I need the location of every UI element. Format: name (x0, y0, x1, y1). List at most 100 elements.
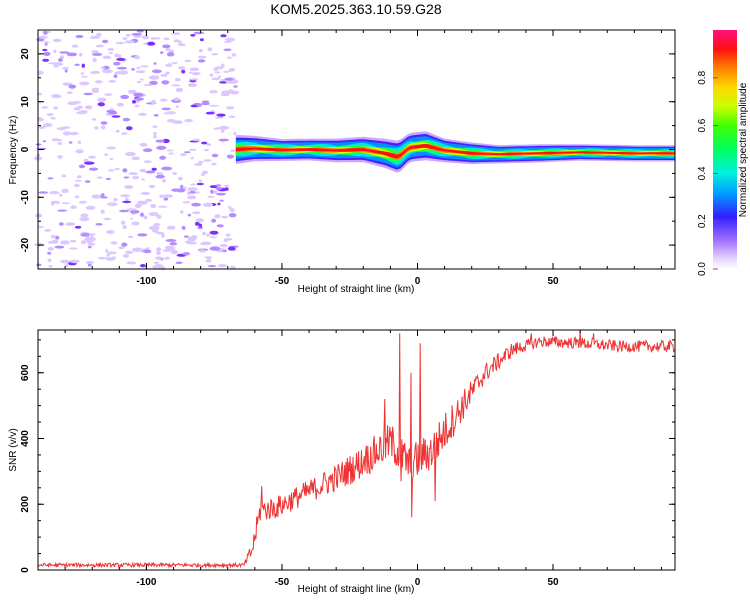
noise-speckle (159, 155, 167, 160)
noise-speckle (114, 168, 121, 171)
noise-speckle (38, 191, 49, 194)
noise-speckle (108, 169, 114, 172)
noise-speckle (47, 258, 52, 262)
noise-speckle (143, 215, 148, 220)
noise-speckle (163, 112, 172, 115)
noise-speckle (84, 105, 93, 110)
noise-speckle (42, 58, 50, 62)
noise-speckle (124, 197, 129, 202)
snr-ytick-label: 400 (20, 430, 31, 447)
noise-speckle (88, 233, 96, 236)
noise-speckle (75, 149, 84, 154)
noise-speckle (84, 161, 95, 165)
noise-speckle (97, 97, 107, 102)
noise-speckle (47, 246, 55, 251)
noise-speckle (101, 66, 105, 70)
noise-speckle (108, 79, 116, 83)
noise-speckle (153, 37, 161, 40)
noise-speckle (42, 48, 48, 52)
noise-speckle (59, 259, 71, 264)
noise-speckle (134, 104, 140, 108)
noise-speckle (177, 43, 186, 47)
noise-speckle (52, 239, 59, 244)
noise-speckle (75, 34, 84, 39)
noise-speckle (209, 185, 218, 189)
colorbar-tick-label: 0.6 (697, 118, 708, 132)
noise-speckle (47, 177, 54, 180)
noise-speckle (157, 205, 168, 208)
noise-speckle (197, 226, 203, 230)
noise-speckle (198, 249, 207, 253)
noise-speckle (184, 151, 191, 154)
noise-speckle (137, 200, 144, 203)
noise-speckle (104, 153, 108, 157)
noise-speckle (110, 107, 114, 111)
noise-speckle (162, 179, 166, 183)
snr-ytick-label: 200 (20, 495, 31, 512)
noise-speckle (140, 212, 144, 217)
noise-speckle (202, 231, 206, 236)
signal-contour-level-7 (235, 143, 675, 159)
noise-speckle (156, 247, 162, 252)
noise-speckle (197, 55, 207, 59)
noise-speckle (91, 87, 100, 90)
noise-speckle (52, 62, 64, 66)
noise-speckle (192, 211, 201, 215)
noise-speckle (43, 41, 50, 44)
noise-speckle (80, 213, 89, 218)
noise-speckle (128, 172, 138, 176)
spectrogram-xtick-label: -100 (136, 276, 156, 287)
noise-speckle (38, 225, 44, 229)
noise-speckle (153, 223, 161, 227)
noise-speckle (201, 100, 210, 103)
noise-speckle (223, 48, 232, 52)
noise-speckle (231, 53, 237, 57)
noise-speckle (54, 245, 65, 249)
noise-speckle (215, 186, 223, 191)
noise-speckle (46, 113, 54, 117)
noise-speckle (122, 225, 127, 230)
noise-speckle (175, 78, 181, 82)
noise-speckle (226, 56, 232, 59)
noise-speckle (138, 112, 147, 116)
noise-speckle (94, 126, 99, 130)
noise-speckle (226, 106, 235, 110)
noise-speckle (62, 66, 69, 70)
colorbar-tick-label: 0.8 (697, 70, 708, 84)
noise-speckle (116, 57, 126, 61)
noise-speckle (202, 202, 214, 207)
noise-speckle (207, 47, 213, 52)
spectrogram-xtick-label: -50 (275, 276, 290, 287)
noise-speckle (229, 208, 235, 213)
noise-speckle (149, 184, 156, 189)
noise-speckle (105, 177, 112, 181)
noise-speckle (213, 68, 218, 71)
noise-speckle (88, 167, 99, 171)
noise-speckle (79, 52, 83, 57)
noise-speckle (126, 126, 133, 131)
noise-speckle (60, 240, 70, 245)
noise-speckle (100, 209, 105, 214)
noise-speckle (139, 142, 148, 147)
noise-speckle (92, 57, 97, 63)
noise-speckle (94, 80, 103, 84)
spectrogram-ytick-label: 0 (20, 146, 31, 152)
noise-speckle (171, 84, 181, 87)
noise-speckle (164, 245, 175, 250)
noise-speckle (85, 205, 96, 210)
noise-speckle (96, 32, 102, 37)
noise-speckle (79, 217, 90, 222)
noise-speckle (70, 205, 77, 209)
noise-speckle (74, 63, 80, 66)
noise-speckle (200, 241, 212, 246)
noise-speckle (68, 84, 77, 89)
noise-speckle (53, 38, 62, 43)
snr-xtick-label: -50 (275, 577, 290, 588)
snr-ylabel: SNR (v/v) (8, 428, 19, 471)
noise-speckle (143, 84, 153, 86)
noise-speckle (131, 221, 140, 226)
snr-frame (37, 329, 676, 571)
noise-speckle (153, 62, 157, 65)
noise-speckle (161, 107, 171, 111)
